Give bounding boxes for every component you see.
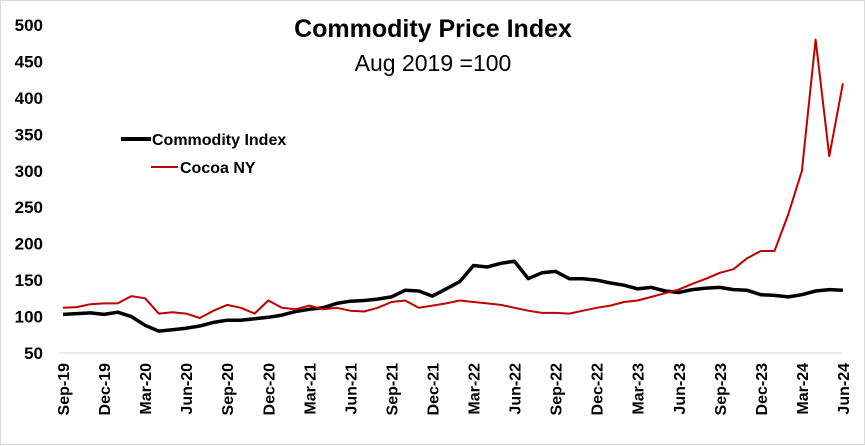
x-tick-label: Mar-21	[302, 363, 319, 415]
x-tick-label: Sep-19	[56, 363, 73, 416]
y-tick-label: 500	[15, 16, 43, 35]
x-tick-label: Sep-22	[549, 363, 566, 416]
x-tick-label: Mar-24	[795, 363, 812, 415]
x-tick-label: Sep-21	[384, 363, 401, 416]
x-tick-label: Dec-20	[261, 363, 278, 416]
x-tick-label: Sep-20	[220, 363, 237, 416]
y-tick-label: 200	[15, 235, 43, 254]
legend: Commodity Index Cocoa NY	[121, 132, 286, 177]
y-tick-label: 300	[15, 162, 43, 181]
x-tick-label: Dec-23	[754, 363, 771, 416]
x-tick-label: Dec-19	[97, 363, 114, 416]
chart-subtitle: Aug 2019 =100	[355, 50, 512, 76]
series-line-commodity-index	[62, 259, 843, 333]
x-tick-label: Jun-22	[508, 363, 525, 415]
x-tick-label: Jun-24	[836, 363, 853, 415]
series-line-cocoa-ny	[62, 38, 844, 319]
x-tick-label: Jun-20	[179, 363, 196, 415]
x-tick-label: Dec-22	[590, 363, 607, 416]
y-tick-label: 100	[15, 308, 43, 327]
x-tick-label: Mar-23	[631, 363, 648, 415]
x-tick-label: Mar-22	[467, 363, 484, 415]
x-tick-label: Mar-20	[138, 363, 155, 415]
x-tick-label: Dec-21	[425, 363, 442, 416]
legend-label-cocoa-ny: Cocoa NY	[180, 160, 256, 177]
x-tick-label: Sep-23	[713, 363, 730, 416]
x-tick-label: Jun-23	[672, 363, 689, 415]
chart-title: Commodity Price Index	[294, 15, 572, 43]
y-tick-label: 450	[15, 52, 43, 71]
y-tick-label: 150	[15, 271, 43, 290]
y-tick-label: 250	[15, 198, 43, 217]
x-tick-label: Jun-21	[343, 363, 360, 415]
y-tick-label: 50	[24, 344, 43, 363]
legend-label-commodity-index: Commodity Index	[152, 132, 286, 149]
y-tick-label: 350	[15, 125, 43, 144]
y-tick-label: 400	[15, 89, 43, 108]
